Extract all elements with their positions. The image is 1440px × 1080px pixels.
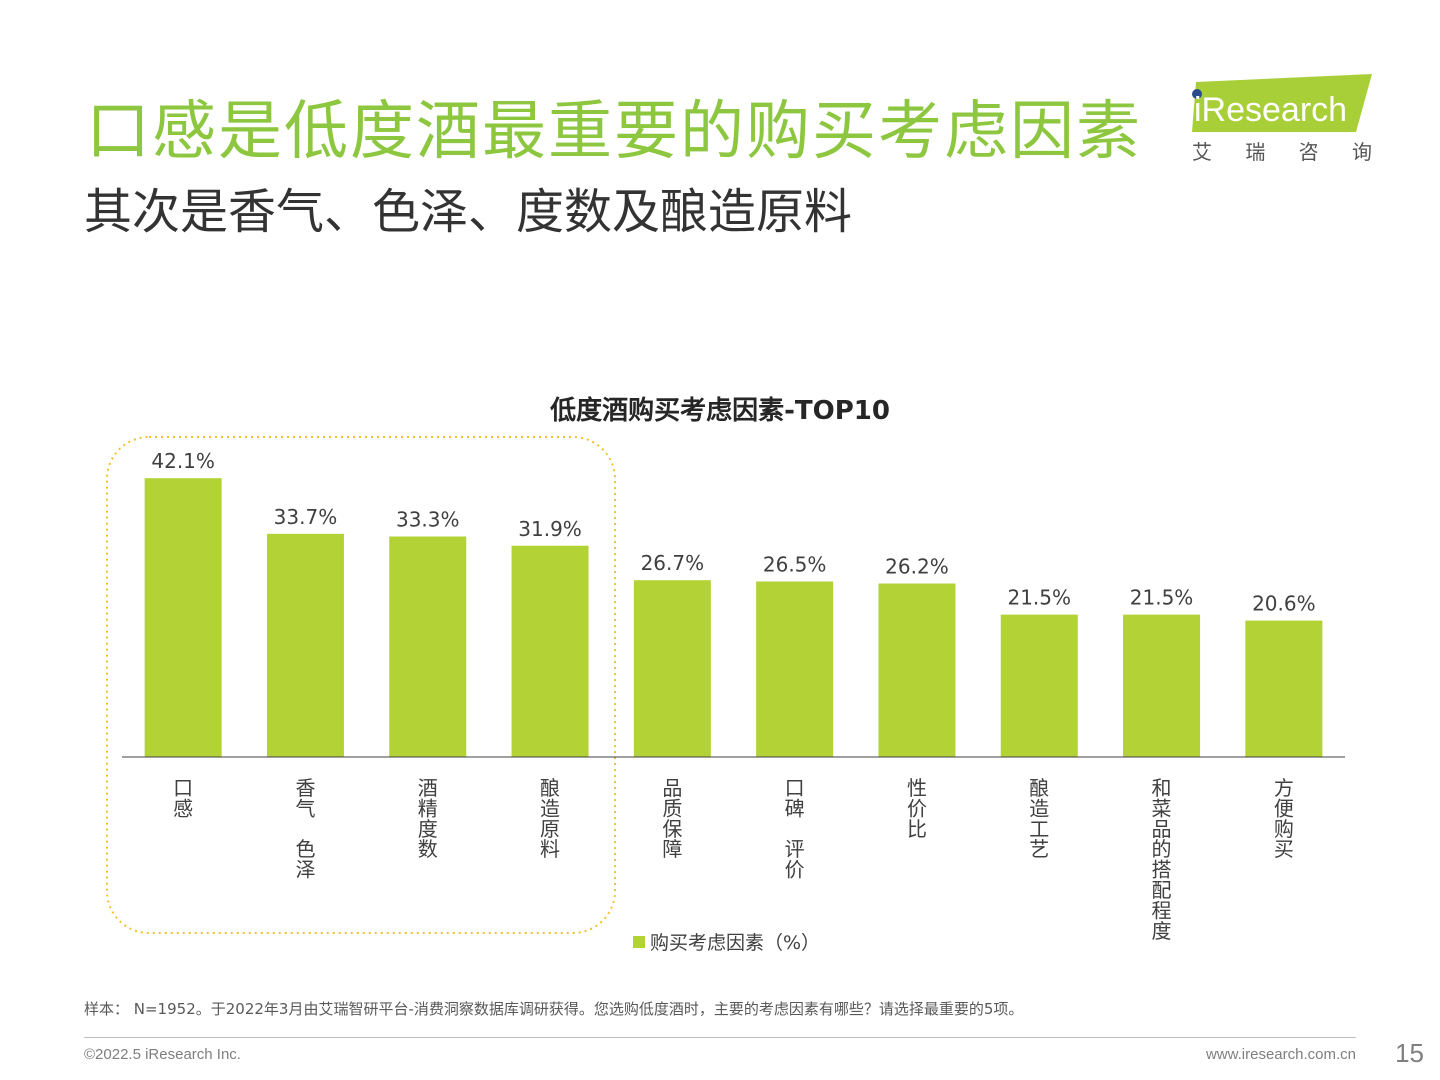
bar: [1123, 614, 1201, 757]
data-label: 26.7%: [641, 551, 705, 575]
bar: [389, 536, 467, 757]
category-label: 和菜品的搭配程度: [1152, 776, 1172, 943]
category-label: 口碑 评价: [785, 776, 805, 882]
category-label: 酒精度数: [418, 776, 438, 861]
category-label: 酿造原料: [540, 776, 560, 861]
logo-cn-char: 瑞: [1245, 140, 1266, 164]
page-title: 口感是低度酒最重要的购买考虑因素: [86, 95, 1142, 169]
page-subtitle: 其次是香气、色泽、度数及酿造原料: [84, 184, 853, 240]
category-label: 口感: [173, 776, 193, 820]
page-number: 15: [1395, 1038, 1424, 1068]
data-label: 31.9%: [518, 517, 582, 541]
logo-cn-char: 艾: [1192, 140, 1212, 164]
category-label: 品质保障: [662, 776, 682, 861]
logo-cn-char: 咨: [1298, 140, 1319, 164]
copyright-text: ©2022.5 iResearch Inc.: [84, 1046, 241, 1063]
logo-dot: [1192, 89, 1202, 99]
chart-title: 低度酒购买考虑因素-TOP10: [550, 396, 890, 426]
chart-legend: 购买考虑因素（%）: [633, 928, 820, 955]
data-label: 33.3%: [396, 507, 460, 531]
legend-swatch: [633, 935, 645, 948]
category-label: 方便购买: [1274, 776, 1294, 861]
category-label: 酿造工艺: [1029, 776, 1049, 861]
data-label: 26.5%: [763, 553, 827, 577]
iresearch-wordmark: iResearch: [1192, 74, 1372, 132]
bar: [1245, 620, 1323, 757]
data-label: 33.7%: [274, 505, 338, 529]
bar: [878, 583, 956, 757]
logo-cn-char: 询: [1351, 140, 1372, 164]
logo-green-banner: [1192, 74, 1372, 132]
category-label: 性价比: [907, 776, 927, 841]
bar: [633, 580, 711, 757]
logo-wordmark-text: iResearch: [1194, 91, 1347, 129]
category-label: 香气 色泽: [295, 776, 315, 882]
website-link[interactable]: www.iresearch.com.cn: [1205, 1046, 1356, 1063]
highlight-box: [106, 436, 616, 934]
bar: [1000, 614, 1078, 757]
bar: [144, 478, 222, 757]
bar: [266, 533, 344, 757]
data-label: 26.2%: [885, 554, 949, 578]
data-label: 42.1%: [151, 449, 215, 473]
logo-cn-text: 艾 瑞 咨 询: [1192, 136, 1372, 165]
sample-footnote: 样本： N=1952。于2022年3月由艾瑞智研平台-消费洞察数据库调研获得。您…: [84, 1000, 1024, 1018]
legend-label: 购买考虑因素（%）: [650, 932, 821, 954]
bar: [511, 545, 589, 757]
data-label: 21.5%: [1130, 586, 1194, 610]
iresearch-logo: iResearch 艾 瑞 咨 询: [1188, 74, 1372, 166]
footer-divider: [84, 1037, 1356, 1038]
data-label: 21.5%: [1007, 586, 1071, 610]
data-label: 20.6%: [1252, 592, 1316, 616]
bar: [756, 581, 834, 757]
